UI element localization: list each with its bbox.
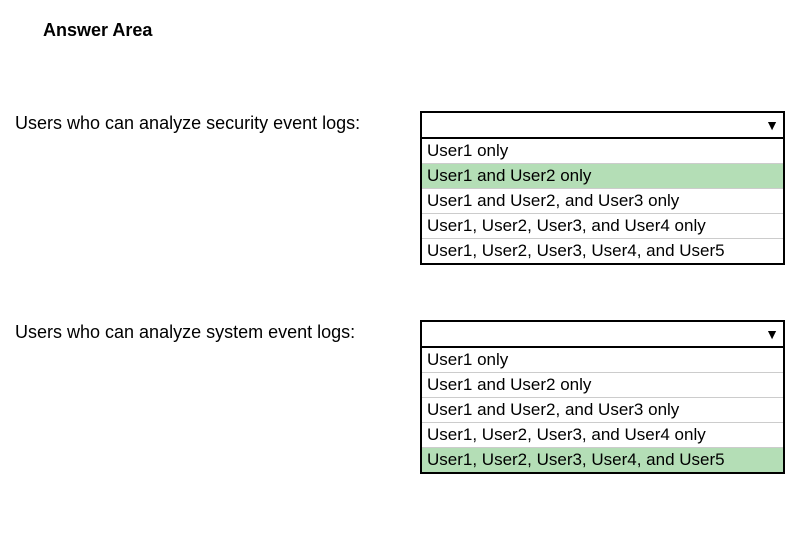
- question-label-system: Users who can analyze system event logs:: [15, 320, 420, 343]
- dropdown-header-system[interactable]: ▼: [420, 320, 785, 348]
- dropdown-option[interactable]: User1, User2, User3, and User4 only: [422, 214, 783, 239]
- dropdown-option[interactable]: User1 and User2, and User3 only: [422, 189, 783, 214]
- dropdown-option[interactable]: User1, User2, User3, User4, and User5: [422, 239, 783, 263]
- dropdown-option[interactable]: User1 and User2 only: [422, 164, 783, 189]
- dropdown-option[interactable]: User1, User2, User3, and User4 only: [422, 423, 783, 448]
- dropdown-list-security: User1 only User1 and User2 only User1 an…: [420, 139, 785, 265]
- dropdown-option[interactable]: User1, User2, User3, User4, and User5: [422, 448, 783, 472]
- dropdown-option[interactable]: User1 only: [422, 348, 783, 373]
- question-row-security-logs: Users who can analyze security event log…: [15, 111, 791, 265]
- chevron-down-icon: ▼: [765, 327, 779, 341]
- dropdown-header-security[interactable]: ▼: [420, 111, 785, 139]
- dropdown-option[interactable]: User1 and User2 only: [422, 373, 783, 398]
- dropdown-option[interactable]: User1 only: [422, 139, 783, 164]
- chevron-down-icon: ▼: [765, 118, 779, 132]
- question-row-system-logs: Users who can analyze system event logs:…: [15, 320, 791, 474]
- dropdown-system-logs: ▼ User1 only User1 and User2 only User1 …: [420, 320, 785, 474]
- dropdown-security-logs: ▼ User1 only User1 and User2 only User1 …: [420, 111, 785, 265]
- page-title: Answer Area: [43, 20, 791, 41]
- question-label-security: Users who can analyze security event log…: [15, 111, 420, 134]
- dropdown-option[interactable]: User1 and User2, and User3 only: [422, 398, 783, 423]
- dropdown-list-system: User1 only User1 and User2 only User1 an…: [420, 348, 785, 474]
